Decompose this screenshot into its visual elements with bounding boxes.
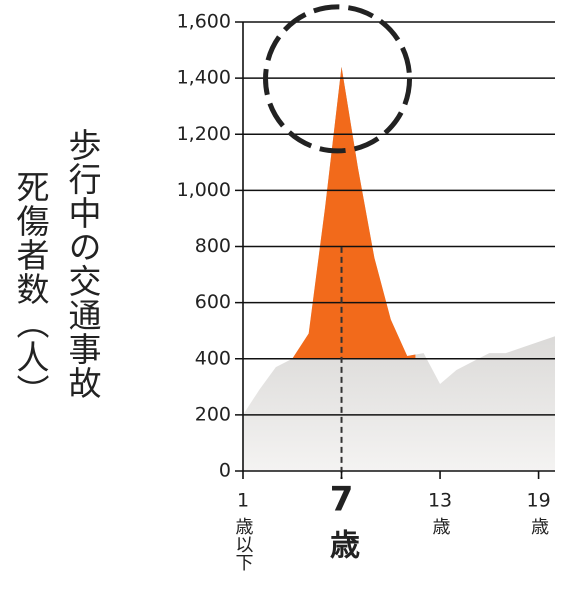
area	[243, 66, 555, 472]
y-label: 歩行中の交通事故	[63, 128, 102, 400]
y-tick-label: 1,200	[177, 123, 231, 145]
x-tick-label: 13	[428, 490, 452, 512]
x-tick-label: 19	[526, 490, 550, 512]
x-tick-unit: 歳	[430, 517, 451, 535]
y-tick-label: 400	[195, 347, 231, 369]
x-tick-label: 1	[237, 490, 249, 512]
y-label: 死傷者数（人）	[11, 170, 50, 408]
x-tick-unit: 歳以下	[233, 517, 254, 571]
y-tick-label: 1,000	[177, 179, 231, 201]
y-tick-label: 1,600	[177, 11, 231, 33]
x-tick-label: 7	[330, 480, 354, 520]
highlight-area	[292, 66, 416, 359]
y-tick-label: 0	[219, 460, 231, 482]
y-tick-label: 800	[195, 235, 231, 257]
x-tick-unit: 歳	[528, 517, 549, 535]
y-tick-label: 1,400	[177, 67, 231, 89]
y-tick-label: 200	[195, 403, 231, 425]
x-tick-unit: 歳	[324, 529, 360, 559]
y-tick-label: 600	[195, 291, 231, 313]
peak-circle	[263, 4, 413, 154]
